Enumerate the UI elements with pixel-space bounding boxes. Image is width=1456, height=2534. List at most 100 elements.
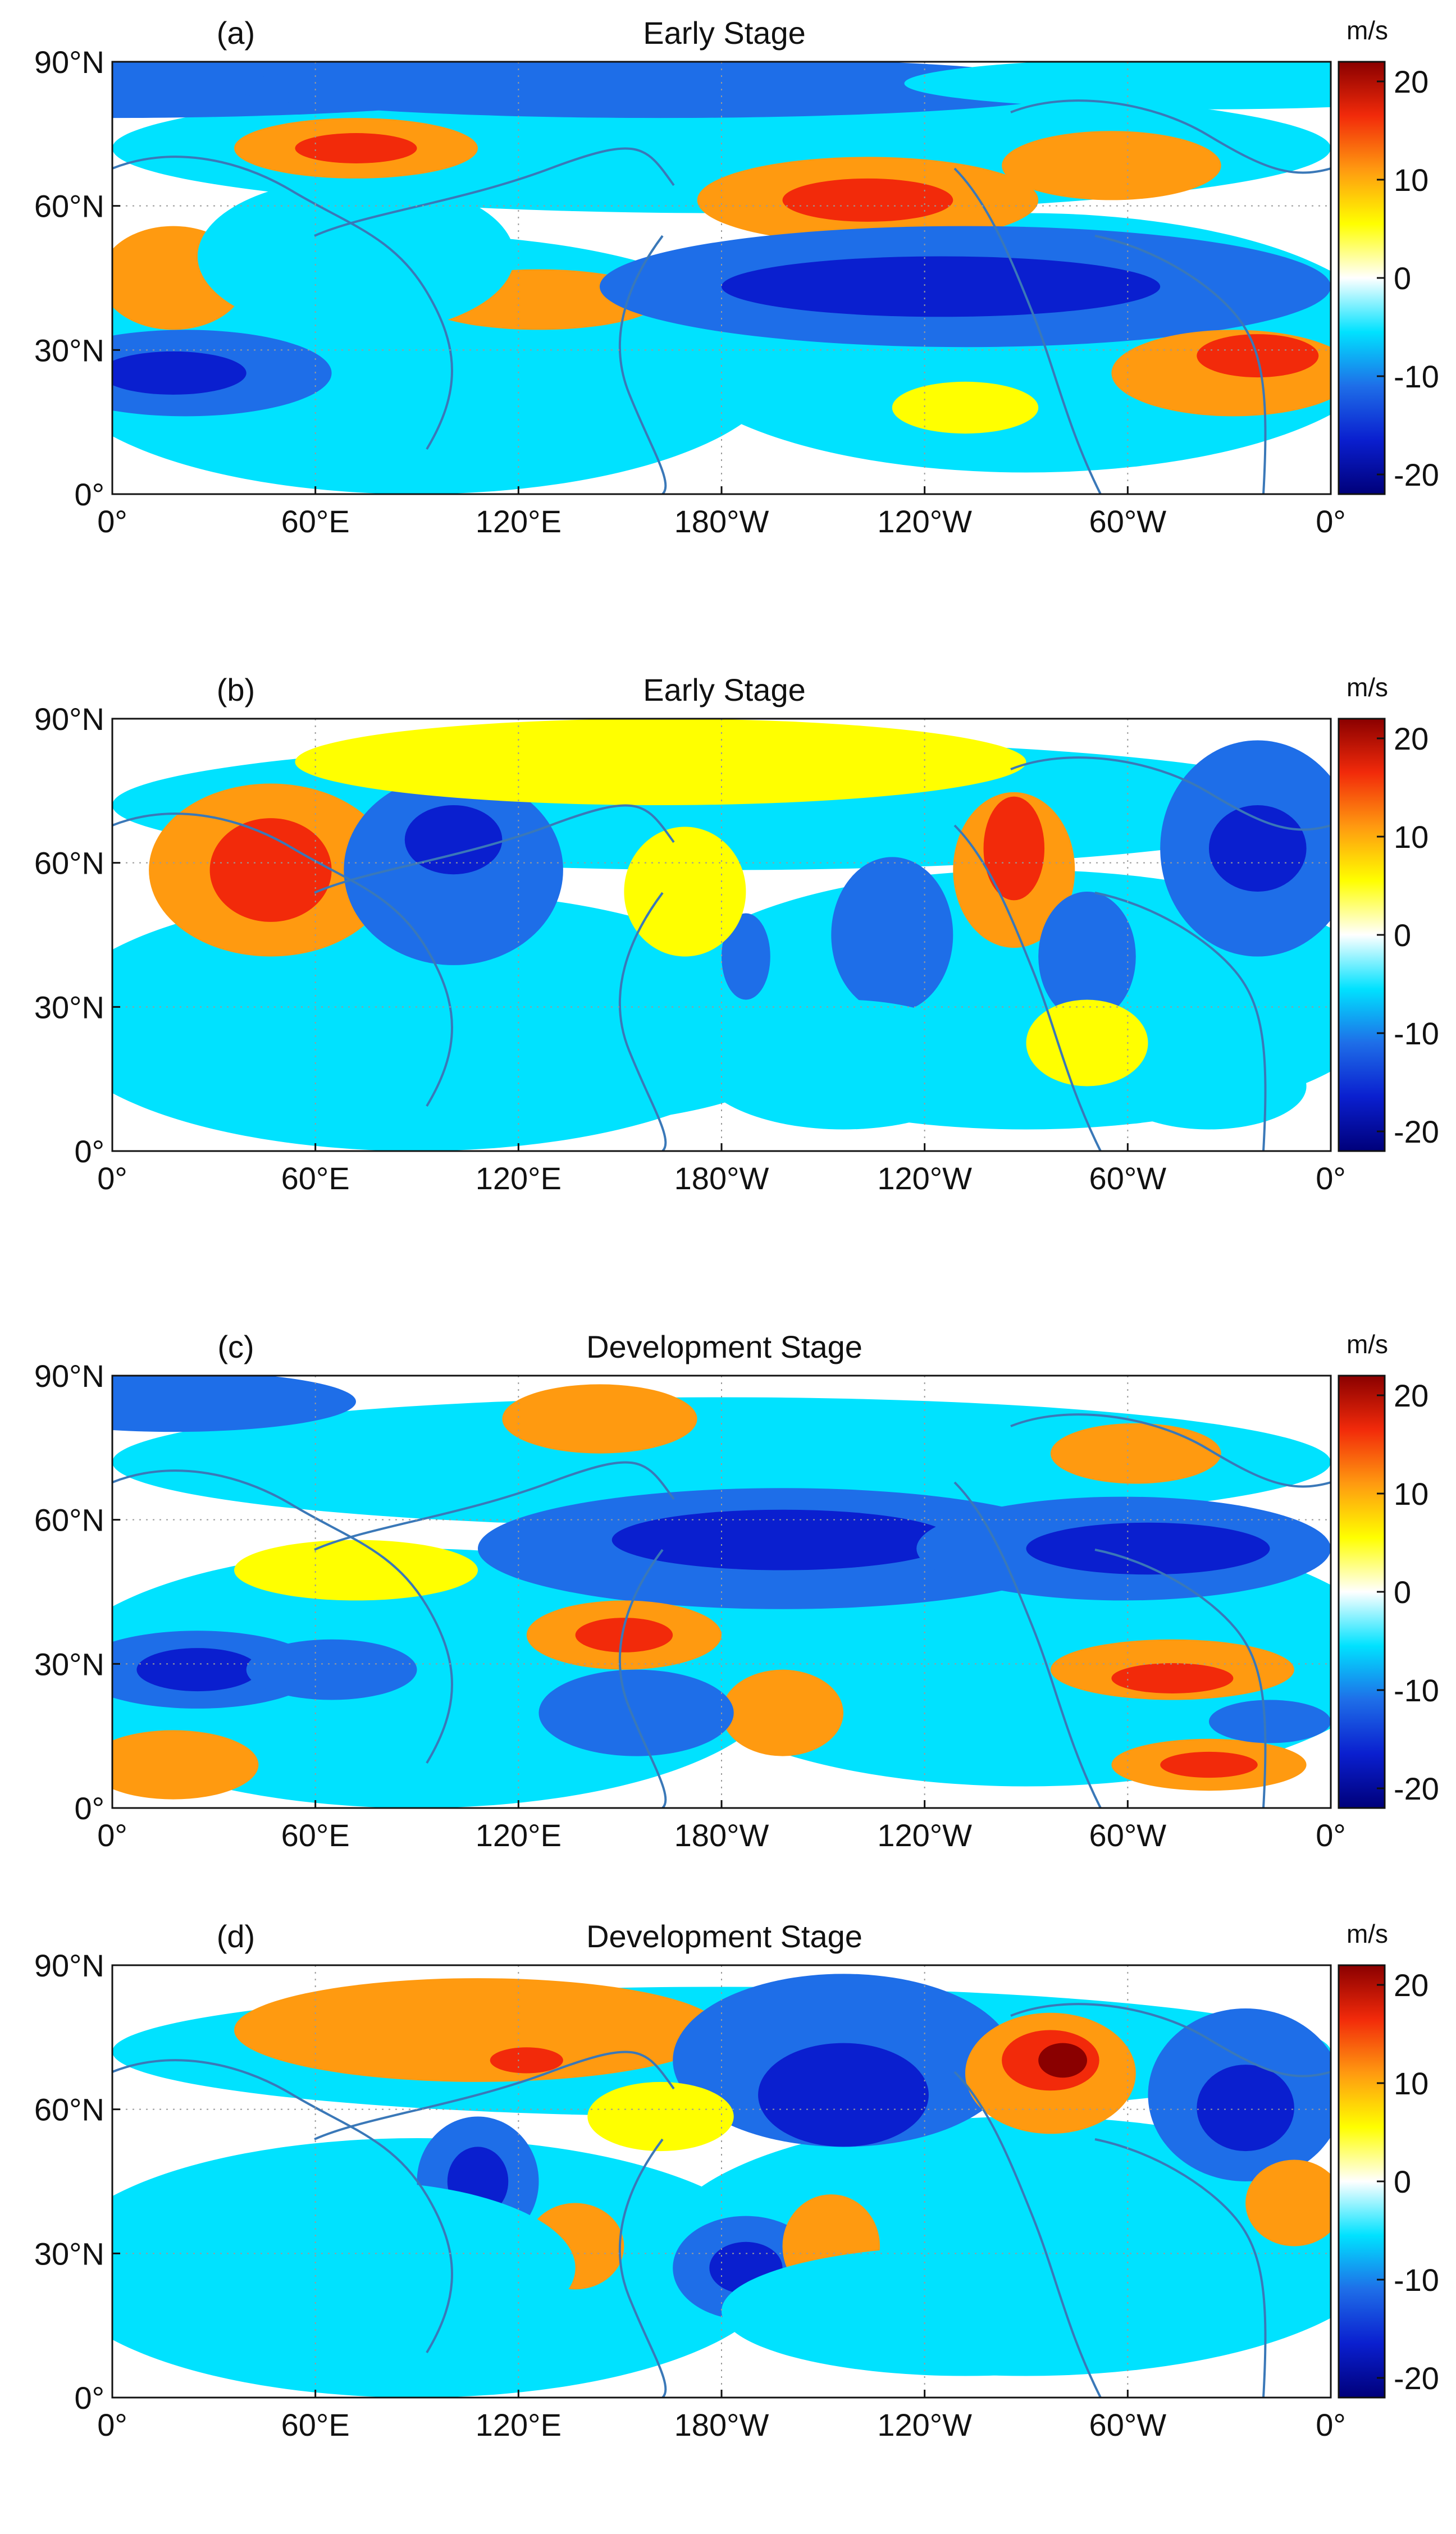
coastline xyxy=(1010,99,1331,174)
colorbar-tick-label: 20 xyxy=(1394,64,1428,99)
anomaly-region xyxy=(112,1730,259,1800)
coastlines xyxy=(112,2003,1331,2398)
anomaly-region xyxy=(722,1669,843,1756)
x-tick-label: 0° xyxy=(1316,1818,1346,1853)
anomaly-field xyxy=(112,1376,1331,1808)
x-tick-label: 120°W xyxy=(877,1161,972,1196)
anomaly-region xyxy=(611,1509,953,1570)
panel-c: 90°N 60°N 30°N 0° 0° 60°E 120°E 180°W 120°W 60°W 0… xyxy=(0,1314,1456,1943)
colorbar-tick-label: 10 xyxy=(1394,2066,1428,2101)
coastline xyxy=(953,824,1102,1151)
panel-d: 90°N 60°N 30°N 0° 0° 60°E 120°E 180°W 120°W 60°W 0… xyxy=(0,1903,1456,2532)
coastline xyxy=(953,1481,1102,1808)
coastline xyxy=(112,156,453,450)
y-tick-label: 90°N xyxy=(34,701,104,737)
x-tick-label: 0° xyxy=(97,1818,127,1853)
anomaly-region xyxy=(136,1648,259,1692)
anomaly-region xyxy=(112,1376,356,1432)
x-tick-label: 120°W xyxy=(877,1818,972,1853)
y-tick-label: 30°N xyxy=(34,332,104,368)
anomaly-region xyxy=(1111,1043,1307,1130)
x-tick-label: 120°E xyxy=(476,1161,562,1196)
anomaly-field xyxy=(112,1965,1331,2398)
anomaly-region xyxy=(502,1384,697,1454)
colorbar-tick-label: 20 xyxy=(1394,1967,1428,2003)
anomaly-field xyxy=(112,62,1331,494)
colorbar-tick-label: -20 xyxy=(1394,457,1439,492)
x-tick-label: 60°W xyxy=(1089,1818,1167,1853)
coastline xyxy=(618,892,667,1151)
colorbar-unit: m/s xyxy=(1347,1919,1388,1948)
colorbar-tick-label: 10 xyxy=(1394,819,1428,855)
anomaly-region xyxy=(173,999,783,1130)
y-tick-label: 60°N xyxy=(34,189,104,224)
coastline xyxy=(112,812,453,1107)
coastline xyxy=(953,2071,1102,2398)
anomaly-region xyxy=(587,2081,734,2152)
colorbar: 20 10 0 -10 -20 m/s xyxy=(1338,673,1439,1152)
x-tick-label: 60°E xyxy=(281,1161,350,1196)
panel-title: Development Stage xyxy=(586,1919,862,1954)
colorbar-tick-label: -20 xyxy=(1394,2360,1439,2396)
anomaly-region xyxy=(624,827,746,957)
anomaly-region xyxy=(246,1639,417,1700)
coastline xyxy=(314,147,675,237)
colorbar-tick-label: 20 xyxy=(1394,1378,1428,1413)
colorbar-unit: m/s xyxy=(1347,673,1388,702)
colorbar-tick-label: 0 xyxy=(1394,2164,1411,2199)
panel-d-svg: 90°N60°N30°N0°0° 60°E 120°E 180°W 120°W 60°W 0… xyxy=(34,1919,1439,2442)
anomaly-region xyxy=(722,913,770,1000)
coastline xyxy=(618,235,667,494)
coastlines xyxy=(112,1413,1331,1808)
panel-title: Early Stage xyxy=(643,15,806,51)
x-tick-label: 120°W xyxy=(877,504,972,539)
coastline xyxy=(1094,2138,1267,2398)
x-tick-label: 180°W xyxy=(674,504,769,539)
x-tick-label: 60°W xyxy=(1089,504,1167,539)
x-tick-label: 120°E xyxy=(476,1818,562,1853)
panel-label: (a) xyxy=(217,15,255,51)
anomaly-region xyxy=(112,1397,1331,1527)
x-tick-label: 60°E xyxy=(281,504,350,539)
anomaly-region xyxy=(234,62,1087,118)
gridlines xyxy=(112,1376,1331,1808)
x-tick-label: 60°E xyxy=(281,1818,350,1853)
colorbar-unit: m/s xyxy=(1347,1330,1388,1359)
anomaly-region xyxy=(234,1540,478,1601)
anomaly-region xyxy=(904,62,1331,109)
y-tick-label: 30°N xyxy=(34,989,104,1025)
anomaly-field xyxy=(112,719,1331,1151)
colorbar-unit: m/s xyxy=(1347,16,1388,45)
coastlines xyxy=(112,99,1331,494)
anomaly-region xyxy=(404,334,697,464)
y-tick-label: 60°N xyxy=(34,2092,104,2127)
anomaly-region xyxy=(983,796,1045,901)
coastline xyxy=(314,804,675,894)
coastline xyxy=(1094,892,1267,1151)
anomaly-region xyxy=(295,133,417,163)
panel-a: 90°N 60°N 30°N 0° 0° 60°E 120°E 180°W 120°W 60°W 0… xyxy=(0,0,1456,629)
x-tick-label: 0° xyxy=(1316,504,1346,539)
panel-b: 90°N 60°N 30°N 0° 0° 60°E 120°E 180°W 120°W 60°W 0… xyxy=(0,657,1456,1286)
panel-title: Development Stage xyxy=(586,1329,862,1364)
x-tick-label: 180°W xyxy=(674,1161,769,1196)
x-tick-label: 60°W xyxy=(1089,1161,1167,1196)
y-tick-label: 90°N xyxy=(34,1358,104,1394)
anomaly-region xyxy=(136,2181,576,2354)
y-tick-label: 60°N xyxy=(34,846,104,881)
anomaly-region xyxy=(197,178,515,335)
anomaly-region xyxy=(722,256,1161,317)
x-tick-label: 120°E xyxy=(476,504,562,539)
y-tick-label: 90°N xyxy=(34,1948,104,1983)
colorbar-tick-label: -10 xyxy=(1394,359,1439,394)
gridlines xyxy=(112,719,1331,1151)
anomaly-region xyxy=(1038,892,1136,1021)
x-tick-label: 60°E xyxy=(281,2407,350,2442)
x-tick-label: 120°E xyxy=(476,2407,562,2442)
panel-label: (b) xyxy=(217,672,255,707)
colorbar-tick-label: -20 xyxy=(1394,1114,1439,1149)
anomaly-region xyxy=(1197,2065,1294,2152)
anomaly-region xyxy=(234,1978,722,2082)
anomaly-region xyxy=(575,1618,673,1652)
anomaly-region xyxy=(1050,1423,1221,1484)
